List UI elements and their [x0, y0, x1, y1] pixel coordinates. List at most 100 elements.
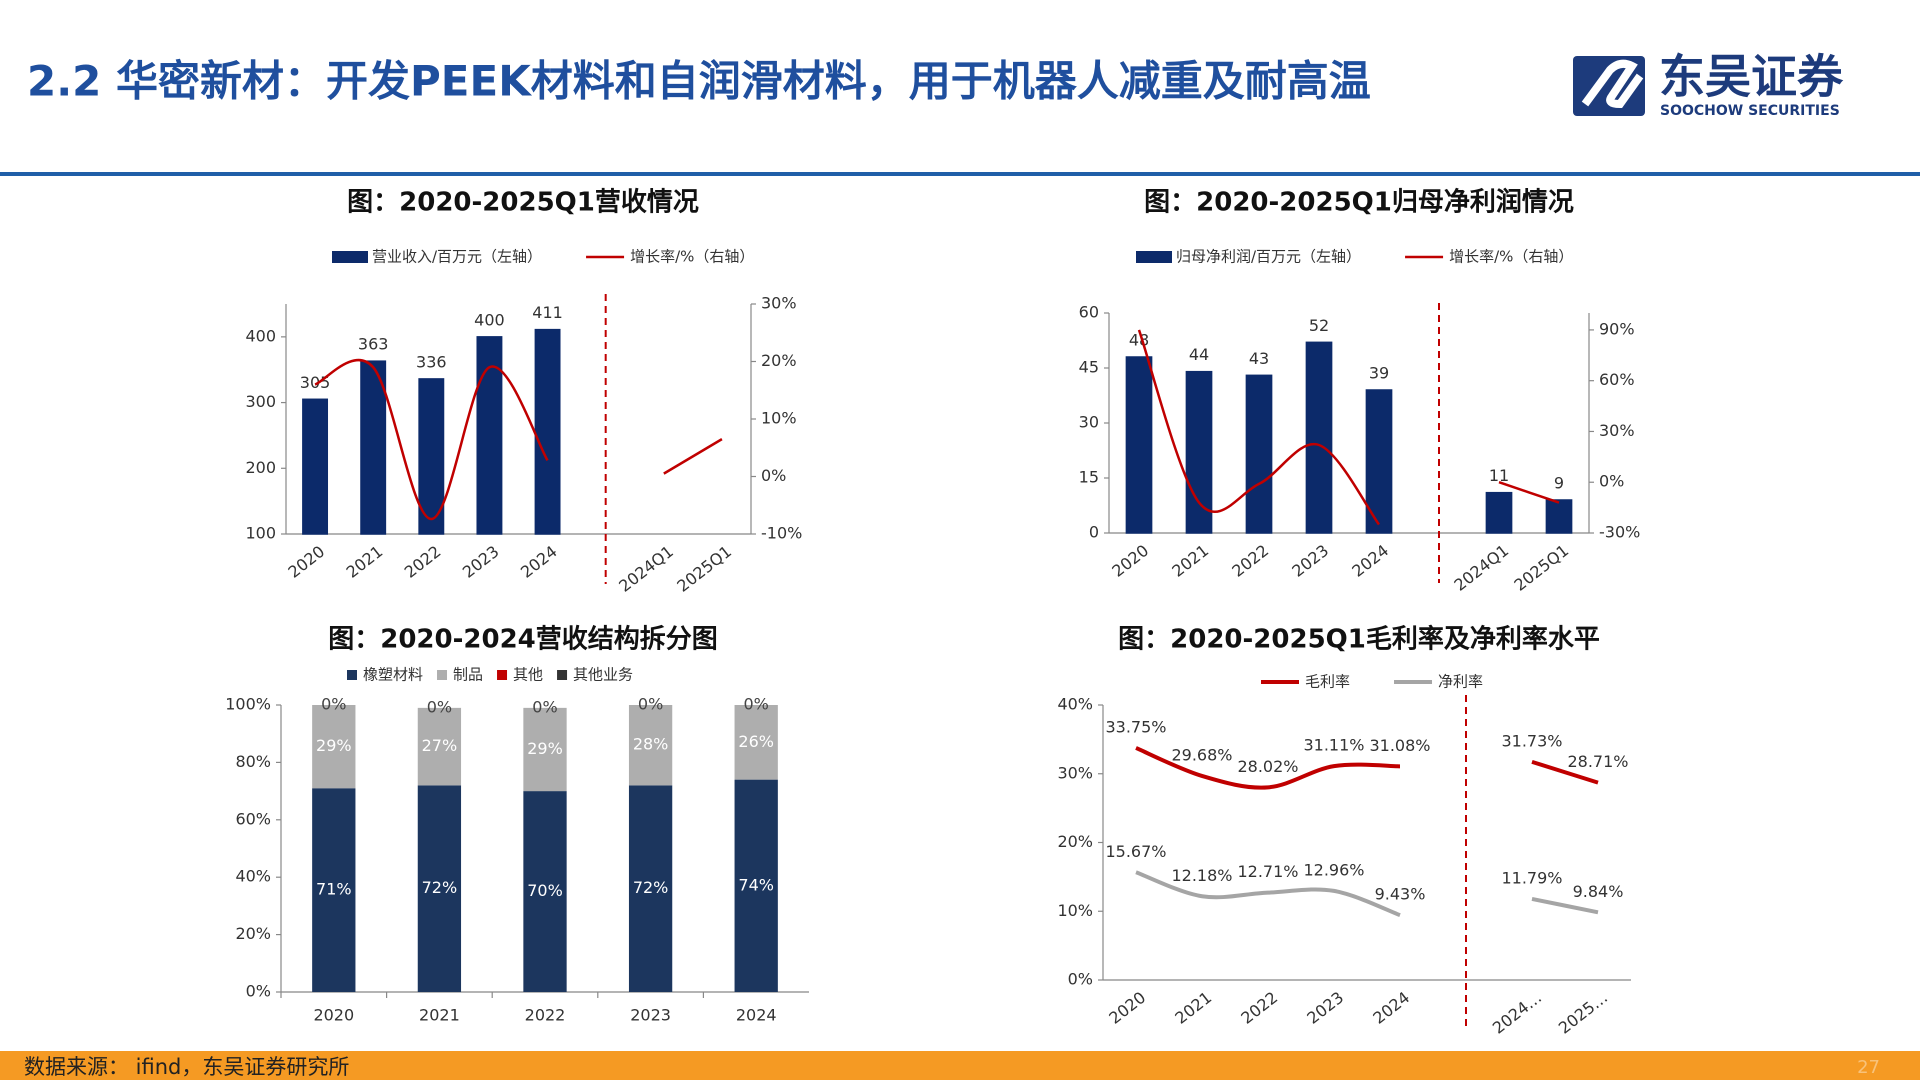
y-tick-label: 20%: [1057, 832, 1093, 851]
x-tick-label: 2025Q1: [1510, 541, 1572, 595]
data-label: 9: [1554, 474, 1564, 493]
x-tick-label: 2023: [1288, 541, 1332, 581]
legend-marker: [1136, 251, 1172, 263]
legend-label: 其他业务: [573, 666, 633, 684]
legend-label: 毛利率: [1305, 673, 1350, 691]
data-label: 27%: [422, 736, 458, 755]
x-tick-label: 2021: [1171, 988, 1215, 1028]
data-label: 44: [1189, 345, 1209, 364]
chart-title: 图：2020-2024营收结构拆分图: [328, 625, 718, 655]
legend-marker: [557, 670, 568, 680]
data-label: 29.68%: [1171, 745, 1232, 764]
bar-segment: [417, 707, 462, 786]
y2-tick-label: 0%: [1599, 472, 1624, 491]
bar: [1125, 356, 1153, 534]
x-tick-label: 2024: [1369, 988, 1413, 1028]
data-label: 0%: [532, 697, 557, 716]
y-tick-label: 60: [1079, 303, 1099, 322]
x-tick-label: 2024Q1: [1450, 541, 1512, 595]
line: [1137, 329, 1560, 526]
x-tick-label: 2022: [401, 542, 445, 582]
data-label: 400: [474, 310, 505, 329]
legend-marker: [437, 670, 448, 680]
data-label: 72%: [633, 878, 669, 897]
data-label: 12.96%: [1303, 860, 1364, 879]
data-label: 28.71%: [1567, 752, 1628, 771]
data-label: 0%: [321, 695, 346, 714]
bar: [1245, 374, 1273, 534]
y2-tick-label: -10%: [761, 524, 802, 543]
y-tick-label: 0: [1089, 523, 1099, 542]
x-tick-label: 2020: [1105, 988, 1149, 1028]
x-tick-label: 2025…: [1555, 988, 1611, 1038]
data-label: 31.11%: [1303, 736, 1364, 755]
data-label: 29%: [527, 739, 563, 758]
y-tick-label: 40%: [235, 867, 271, 886]
y-tick-label: 15: [1079, 468, 1099, 487]
bar-segment: [523, 791, 567, 992]
chart-title: 图：2020-2025Q1毛利率及净利率水平: [1118, 624, 1600, 655]
x-tick-label: 2023: [1303, 988, 1347, 1028]
y-tick-label: 30: [1079, 413, 1099, 432]
legend-marker: [347, 670, 357, 680]
bar: [534, 328, 561, 535]
bar: [1545, 499, 1573, 534]
data-label: 363: [358, 335, 389, 354]
logo-mark: [1581, 59, 1644, 109]
y-tick-label: 100%: [225, 695, 271, 714]
slide-title: 2.2 华密新材：开发PEEK材料和自润滑材料，用于机器人减重及耐高温: [27, 57, 1371, 106]
x-tick-label: 2023: [459, 542, 503, 582]
data-label: 33.75%: [1105, 717, 1166, 736]
legend-label: 营业收入/百万元（左轴）: [372, 248, 542, 266]
data-label: 305: [300, 373, 331, 392]
bar-segment: [628, 705, 673, 786]
data-label: 9.84%: [1573, 882, 1624, 901]
header-rule: [0, 172, 1920, 176]
x-tick-label: 2024: [1348, 541, 1392, 581]
data-label: 72%: [422, 878, 458, 897]
data-label: 52: [1309, 316, 1329, 335]
y-tick-label: 100: [245, 524, 276, 543]
x-tick-label: 2020: [1108, 541, 1152, 581]
bar-segment: [734, 705, 778, 780]
x-tick-label: 2022: [525, 1006, 566, 1025]
x-tick-label: 2021: [1168, 541, 1212, 581]
data-label: 31.08%: [1369, 736, 1430, 755]
logo-text: 东吴证券: [1659, 50, 1844, 104]
bar-segment: [523, 707, 567, 792]
data-label: 15.67%: [1105, 842, 1166, 861]
x-tick-label: 2024: [517, 542, 561, 582]
x-tick-label: 2024Q1: [615, 542, 677, 596]
y2-tick-label: 30%: [761, 294, 797, 313]
footer-bar: [0, 1051, 1920, 1080]
legend-label: 增长率/%（右轴）: [630, 248, 754, 266]
y-tick-label: 300: [245, 392, 276, 411]
bar: [418, 378, 445, 535]
bar-segment: [417, 785, 462, 992]
y-tick-label: 45: [1079, 358, 1099, 377]
line: [1135, 746, 1599, 790]
line: [314, 358, 723, 521]
legend-label: 净利率: [1438, 673, 1483, 691]
x-tick-label: 2021: [419, 1006, 460, 1025]
y-tick-label: 40%: [1057, 695, 1093, 714]
y2-tick-label: 60%: [1599, 370, 1635, 389]
data-label: 29%: [316, 736, 352, 755]
chart-title: 图：2020-2025Q1归母净利润情况: [1144, 187, 1574, 218]
bar-segment: [312, 705, 356, 789]
x-tick-label: 2025Q1: [673, 542, 735, 596]
y-tick-label: 0%: [246, 982, 271, 1001]
page-number: 27: [1857, 1057, 1880, 1078]
data-label: 43: [1249, 349, 1269, 368]
data-label: 0%: [744, 695, 769, 714]
logo-subtext: SOOCHOW SECURITIES: [1660, 103, 1840, 119]
bar: [1185, 370, 1213, 534]
x-tick-label: 2022: [1228, 541, 1272, 581]
y-tick-label: 60%: [235, 809, 271, 828]
legend-label: 其他: [513, 666, 543, 684]
data-label: 11.79%: [1501, 868, 1562, 887]
x-tick-label: 2024…: [1489, 988, 1545, 1038]
logo: 东吴证券 SOOCHOW SECURITIES: [1573, 50, 1844, 119]
y-tick-label: 30%: [1057, 763, 1093, 782]
